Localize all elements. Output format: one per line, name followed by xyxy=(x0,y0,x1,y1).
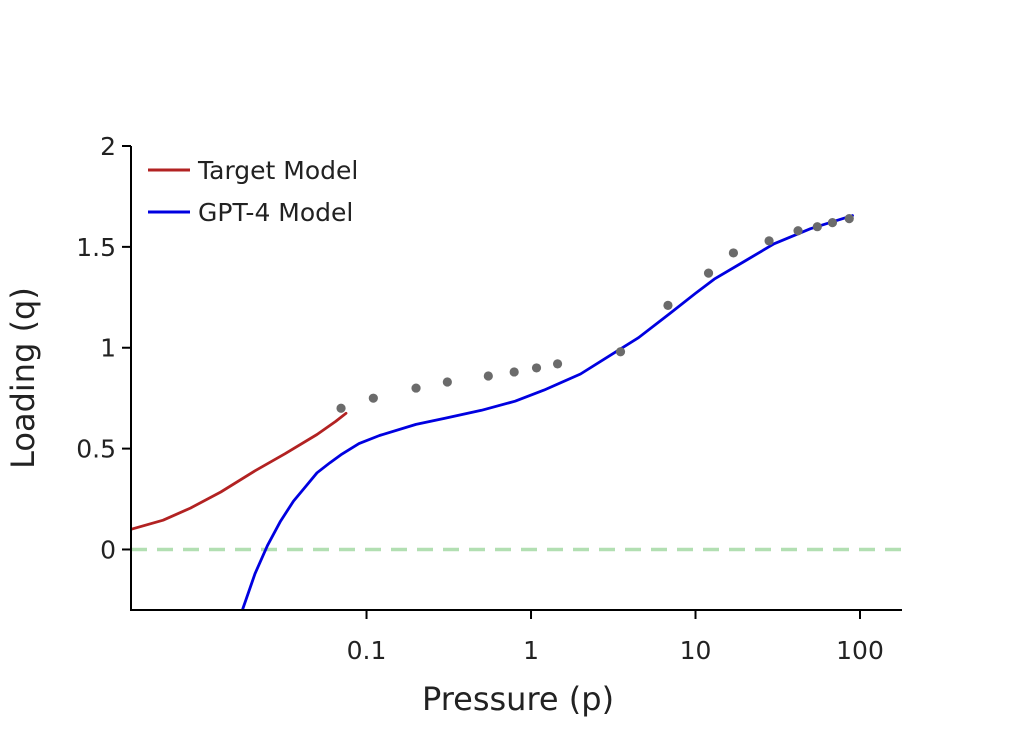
data-point xyxy=(509,367,519,377)
data-point xyxy=(411,383,421,393)
x-axis-title: Pressure (p) xyxy=(422,680,614,718)
data-point xyxy=(764,236,774,246)
legend-label: GPT-4 Model xyxy=(198,198,353,227)
data-point xyxy=(531,363,542,373)
x-tick-label: 10 xyxy=(680,636,712,665)
y-axis-title: Loading (q) xyxy=(4,287,42,469)
y-tick-label: 1.5 xyxy=(76,233,116,262)
data-point xyxy=(827,218,838,228)
target-model-line xyxy=(131,411,348,531)
data-point xyxy=(483,371,493,381)
data-point xyxy=(336,403,346,413)
gpt-4-model-line xyxy=(240,214,854,610)
data-point xyxy=(663,300,673,310)
axes: 0 0.5 1 1.5 2 0.1 1 10 100 xyxy=(76,132,902,665)
data-point xyxy=(793,226,803,236)
data-point xyxy=(844,214,854,224)
y-tick-label: 2 xyxy=(100,132,116,161)
series-layer xyxy=(131,214,854,610)
legend-label: Target Model xyxy=(197,156,358,185)
data-point xyxy=(442,377,452,387)
data-point xyxy=(368,393,378,403)
y-tick-label: 1 xyxy=(100,334,116,363)
x-tick-label: 1 xyxy=(523,636,539,665)
x-tick-label: 100 xyxy=(836,636,884,665)
data-point xyxy=(615,347,626,357)
data-point xyxy=(728,248,739,258)
y-tick-label: 0 xyxy=(100,535,116,564)
data-point xyxy=(552,359,563,369)
data-point xyxy=(812,222,822,232)
data-point xyxy=(703,268,714,278)
y-tick-label: 0.5 xyxy=(76,435,116,464)
x-tick-label: 0.1 xyxy=(347,636,387,665)
legend: Target Model GPT-4 Model xyxy=(148,156,358,227)
